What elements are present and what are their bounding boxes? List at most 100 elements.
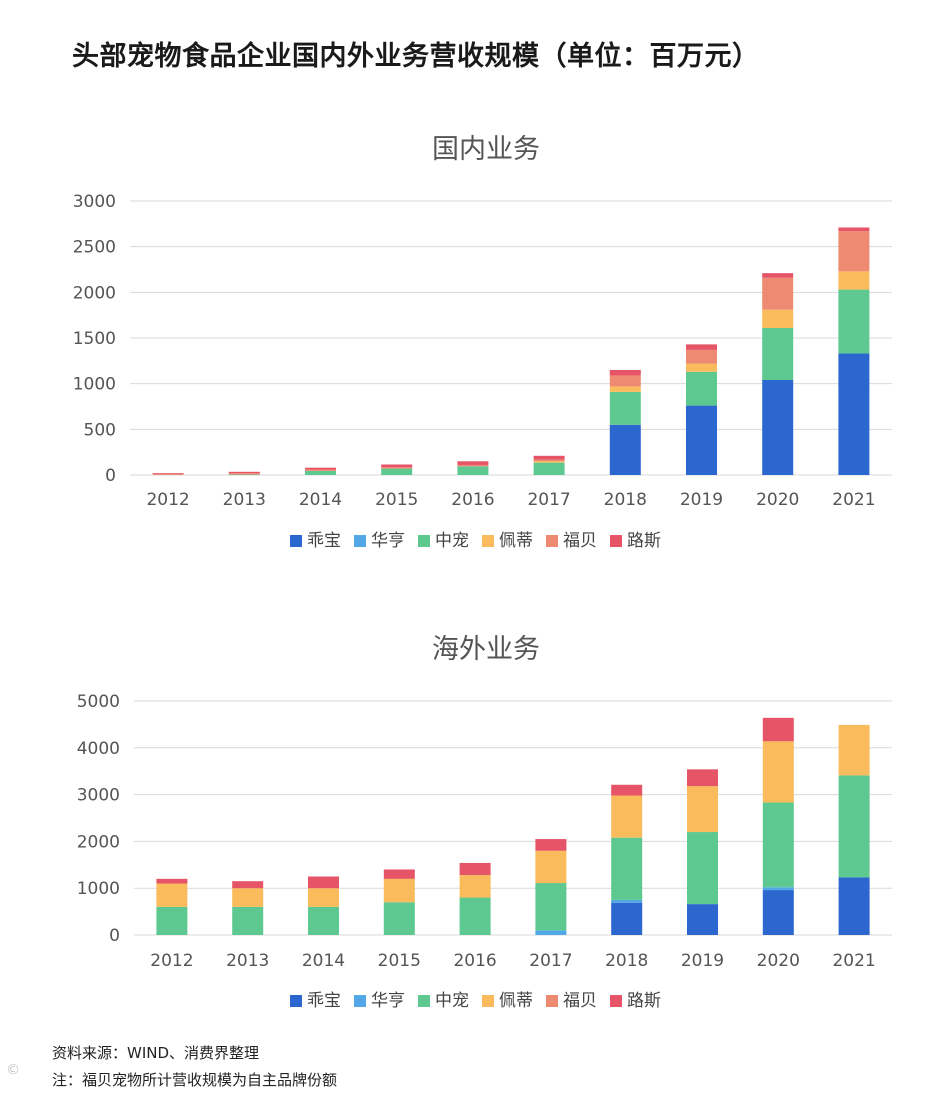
bar-segment-中宠-2021	[838, 289, 870, 354]
bar-segment-路斯-2014	[305, 467, 336, 470]
legend-label-乖宝: 乖宝	[307, 991, 341, 1011]
bar-segment-路斯-2020	[762, 273, 794, 278]
source-note: 资料来源：WIND、消费界整理	[52, 1044, 260, 1062]
bar-segment-佩蒂-2015	[383, 878, 415, 903]
x-tick-label: 2018	[605, 951, 648, 971]
chart-title: 国内业务	[432, 134, 540, 165]
y-tick-label: 1000	[77, 879, 120, 899]
y-tick-label: 1000	[73, 375, 116, 395]
x-tick-label: 2012	[146, 490, 189, 510]
bar-segment-中宠-2014	[305, 470, 336, 475]
bar-segment-路斯-2017	[533, 455, 565, 460]
bar-segment-佩蒂-2019	[686, 363, 717, 372]
domestic-chart-svg: 国内业务 0 500 1000 1500 2000 2500 3000 2012 2013 2014…	[73, 134, 892, 551]
y-tick-label: 0	[105, 466, 116, 486]
bar-segment-中宠-2018	[609, 391, 641, 425]
y-tick-label: 500	[84, 420, 116, 440]
legend-swatch-佩蒂	[482, 995, 494, 1007]
bar-segment-中宠-2014	[308, 906, 339, 935]
y-tick-label: 1500	[73, 329, 116, 349]
legend-label-福贝: 福贝	[563, 991, 597, 1011]
bar-segment-路斯-2018	[609, 369, 641, 376]
bar-segment-福贝-2012	[152, 474, 184, 475]
y-tick-label: 3000	[73, 192, 116, 212]
bar-segment-中宠-2013	[232, 906, 264, 935]
bar-segment-中宠-2012	[156, 906, 188, 935]
bar-segment-路斯-2018	[611, 784, 643, 796]
y-tick-label: 2500	[73, 238, 116, 258]
bar-segment-华亨-2020	[762, 887, 794, 891]
bar-segment-中宠-2017	[533, 462, 565, 475]
x-tick-label: 2017	[527, 490, 570, 510]
bar-segment-路斯-2015	[383, 869, 415, 879]
bar-segment-华亨-2017	[535, 930, 567, 935]
bar-segment-福贝-2016	[457, 464, 489, 467]
bar-segment-路斯-2017	[535, 839, 567, 851]
bar-segment-福贝-2019	[686, 349, 717, 364]
bar-segment-乖宝-2019	[687, 904, 718, 935]
legend-swatch-乖宝	[290, 995, 302, 1007]
bar-segment-福贝-2013	[228, 473, 260, 475]
bar-segment-佩蒂-2020	[762, 309, 794, 328]
x-tick-label: 2021	[832, 951, 875, 971]
bar-segment-中宠-2020	[762, 327, 794, 381]
bar-segment-中宠-2015	[381, 468, 413, 475]
y-tick-label: 2000	[73, 283, 116, 303]
overseas-chart-svg: 海外业务 0 1000 2000 3000 4000 5000 2012 2013 2014 201…	[77, 634, 892, 1011]
bar-segment-路斯-2021	[838, 227, 870, 232]
x-tick-label: 2016	[451, 490, 494, 510]
legend-swatch-乖宝	[290, 535, 302, 547]
page-title: 头部宠物食品企业国内外业务营收规模（单位：百万元）	[72, 41, 760, 72]
y-tick-label: 0	[109, 926, 120, 946]
legend-label-路斯: 路斯	[627, 991, 661, 1011]
bar-segment-佩蒂-2017	[533, 461, 565, 463]
bar-segment-乖宝-2018	[609, 424, 641, 475]
bar-segment-佩蒂-2019	[687, 786, 718, 833]
bar-segment-中宠-2017	[535, 883, 567, 931]
x-tick-label: 2012	[150, 951, 193, 971]
bar-segment-路斯-2016	[459, 862, 491, 876]
y-tick-label: 5000	[77, 692, 120, 712]
bar-segment-佩蒂-2014	[308, 888, 339, 907]
x-tick-label: 2016	[453, 951, 496, 971]
bar-segment-福贝-2015	[381, 467, 413, 469]
watermark-logo: ©	[6, 1062, 20, 1078]
x-tick-label: 2015	[378, 951, 421, 971]
bar-segment-路斯-2013	[228, 471, 260, 474]
y-tick-label: 3000	[77, 786, 120, 806]
bar-segment-路斯-2015	[381, 464, 413, 468]
bar-segment-路斯-2016	[457, 461, 489, 465]
bar-segment-佩蒂-2013	[232, 888, 264, 907]
legend-label-佩蒂: 佩蒂	[499, 991, 533, 1011]
x-tick-label: 2019	[680, 490, 723, 510]
bar-segment-佩蒂-2020	[762, 741, 794, 803]
bar-segment-中宠-2015	[383, 902, 415, 935]
x-tick-label: 2015	[375, 490, 418, 510]
bar-segment-福贝-2018	[609, 375, 641, 387]
bar-segment-路斯-2012	[156, 878, 188, 884]
legend-label-福贝: 福贝	[563, 531, 597, 551]
legend-swatch-福贝	[546, 995, 558, 1007]
legend-label-华亨: 华亨	[371, 531, 405, 551]
bar-segment-中宠-2016	[459, 897, 491, 935]
bar-segment-中宠-2013	[228, 474, 260, 476]
bar-segment-福贝-2014	[305, 469, 336, 471]
bar-segment-路斯-2013	[232, 881, 264, 889]
legend-label-乖宝: 乖宝	[307, 531, 341, 551]
legend-swatch-华亨	[354, 535, 366, 547]
bar-segment-佩蒂-2018	[611, 795, 643, 838]
legend-label-中宠: 中宠	[435, 991, 469, 1011]
x-tick-label: 2017	[529, 951, 572, 971]
x-tick-label: 2018	[604, 490, 647, 510]
x-tick-label: 2021	[832, 490, 875, 510]
legend-swatch-中宠	[418, 535, 430, 547]
x-tick-label: 2014	[299, 490, 342, 510]
bar-segment-路斯-2020	[762, 717, 794, 742]
y-tick-label: 4000	[77, 739, 120, 759]
legend-swatch-福贝	[546, 535, 558, 547]
bar-segment-华亨-2018	[611, 899, 643, 903]
bar-segment-乖宝-2018	[611, 902, 643, 935]
legend-swatch-路斯	[610, 535, 622, 547]
bar-segment-乖宝-2021	[838, 353, 870, 475]
bar-segment-乖宝-2020	[762, 380, 794, 475]
